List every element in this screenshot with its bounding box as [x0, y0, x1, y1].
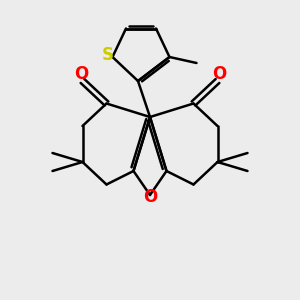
Text: S: S	[102, 46, 114, 64]
Text: O: O	[143, 188, 157, 206]
Text: O: O	[74, 65, 88, 83]
Text: O: O	[212, 65, 226, 83]
